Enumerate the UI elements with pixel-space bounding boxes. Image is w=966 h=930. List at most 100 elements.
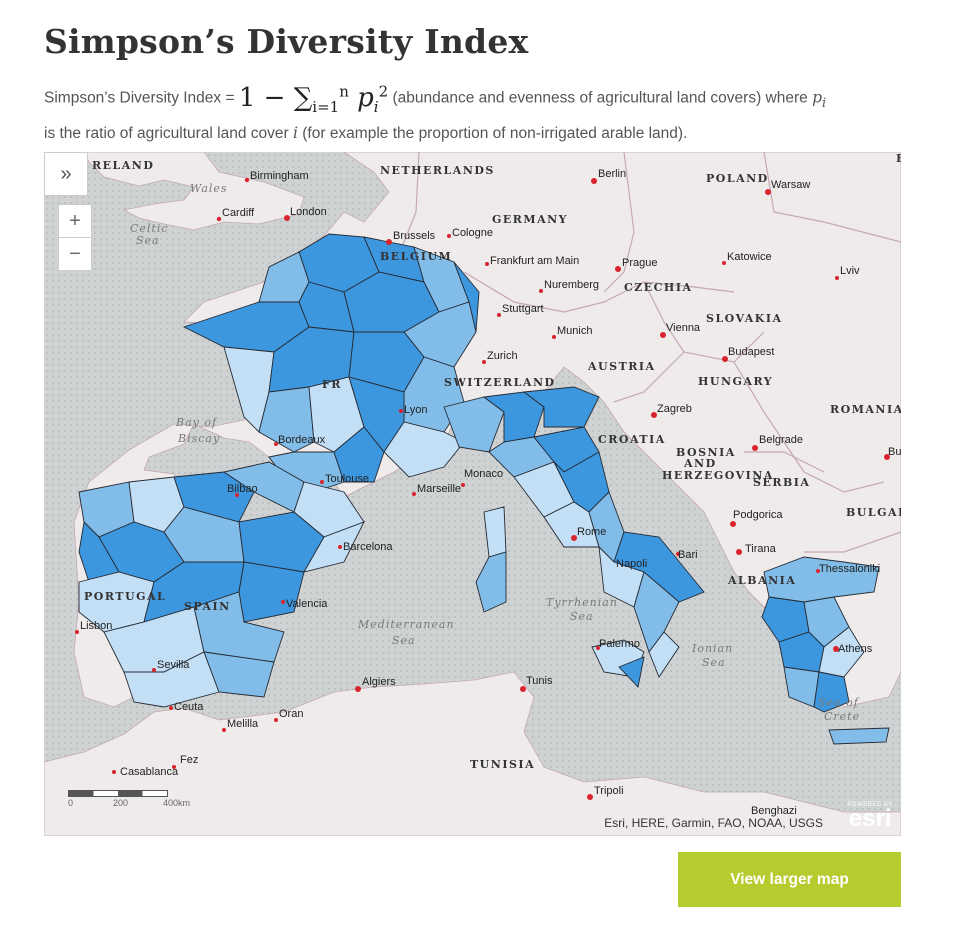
city-rome: Rome bbox=[577, 526, 606, 538]
city-zagreb: Zagreb bbox=[657, 403, 692, 415]
var-p: p bbox=[812, 88, 822, 107]
zoom-out-button[interactable]: − bbox=[59, 238, 91, 270]
city-bari: Bari bbox=[678, 549, 698, 561]
city-toulouse: Toulouse bbox=[325, 473, 369, 485]
index-description: Simpson’s Diversity Index = 1 − ∑i=1n pi… bbox=[44, 78, 924, 147]
city-tirana: Tirana bbox=[745, 543, 777, 555]
city-munich: Munich bbox=[557, 325, 592, 337]
scale-label-200: 200 bbox=[113, 798, 129, 808]
formula-var-sup: 2 bbox=[378, 82, 389, 100]
city-budapest: Budapest bbox=[728, 346, 774, 358]
formula-sum-sup: n bbox=[339, 82, 349, 100]
label-edge-b: B bbox=[896, 152, 901, 165]
label-med-1: Mediterranean bbox=[357, 618, 455, 631]
city-london: London bbox=[290, 206, 327, 218]
city-monaco: Monaco bbox=[464, 468, 503, 480]
label-ionian-1: Ionian bbox=[691, 642, 733, 655]
label-serbia: SERBIA bbox=[753, 476, 810, 489]
choropleth-map[interactable]: RELAND NETHERLANDS GERMANY BELGIUM POLAN… bbox=[44, 152, 901, 836]
label-hungary: HUNGARY bbox=[698, 375, 773, 388]
label-belgium: BELGIUM bbox=[380, 250, 452, 263]
city-katowice: Katowice bbox=[727, 251, 772, 263]
city-markers bbox=[75, 177, 890, 800]
italy-regions bbox=[443, 386, 705, 688]
city-bu: Bu bbox=[888, 446, 901, 458]
label-crete-2: Crete bbox=[824, 710, 860, 723]
city-brussels: Brussels bbox=[393, 230, 436, 242]
city-marseille: Marseille bbox=[417, 483, 461, 495]
zoom-control: + − bbox=[58, 204, 92, 271]
description-line2b: (for example the proportion of non-irrig… bbox=[297, 124, 688, 142]
city-berlin: Berlin bbox=[598, 168, 626, 180]
label-wales: Wales bbox=[190, 182, 228, 195]
page-title: Simpson’s Diversity Index bbox=[44, 22, 529, 61]
label-portugal: PORTUGAL bbox=[84, 590, 166, 603]
city-prague: Prague bbox=[622, 257, 657, 269]
iberia-regions bbox=[78, 461, 365, 708]
city-nuremberg: Nuremberg bbox=[544, 279, 599, 291]
city-cologne: Cologne bbox=[452, 227, 493, 239]
landmass-africa bbox=[44, 671, 901, 836]
label-celtic-2: Sea bbox=[136, 234, 160, 247]
scale-bar-graphic bbox=[68, 790, 168, 797]
city-tripoli: Tripoli bbox=[594, 785, 624, 797]
city-ceuta: Ceuta bbox=[174, 701, 204, 713]
city-athens: Athens bbox=[838, 643, 873, 655]
map-canvas[interactable]: RELAND NETHERLANDS GERMANY BELGIUM POLAN… bbox=[44, 152, 901, 836]
esri-logo-text: esri bbox=[848, 805, 892, 832]
label-celtic-1: Celtic bbox=[130, 222, 169, 235]
city-bilbao: Bilbao bbox=[227, 483, 258, 495]
formula-var-sub: i bbox=[373, 97, 379, 116]
description-line2a: is the ratio of agricultural land cover bbox=[44, 124, 293, 142]
map-attribution[interactable]: Esri, HERE, Garmin, FAO, NOAA, USGS bbox=[604, 816, 823, 830]
label-switzerland: SWITZERLAND bbox=[444, 376, 556, 389]
city-stuttgart: Stuttgart bbox=[502, 303, 544, 315]
double-chevron-right-icon: » bbox=[60, 162, 72, 185]
sea-labels: Wales Celtic Sea Bay of Biscay Mediterra… bbox=[130, 182, 860, 723]
country-labels: RELAND NETHERLANDS GERMANY BELGIUM POLAN… bbox=[84, 152, 901, 771]
city-fez: Fez bbox=[180, 754, 198, 766]
var-i: i bbox=[292, 123, 298, 142]
label-bosnia-2: AND bbox=[683, 457, 717, 470]
city-palermo: Palermo bbox=[599, 638, 640, 650]
esri-logo[interactable]: POWERED BY esri bbox=[847, 802, 893, 832]
label-austria: AUSTRIA bbox=[587, 360, 656, 373]
label-romania: ROMANIA bbox=[830, 403, 901, 416]
label-france: FR bbox=[322, 378, 342, 391]
city-labels: Birmingham Cardiff London Brussels Colog… bbox=[80, 168, 901, 817]
city-birmingham: Birmingham bbox=[250, 170, 309, 182]
label-biscay-2: Biscay bbox=[177, 432, 220, 445]
city-lviv: Lviv bbox=[840, 265, 860, 277]
city-belgrade: Belgrade bbox=[759, 434, 803, 446]
city-casablanca: Casablanca bbox=[120, 766, 179, 778]
label-ireland: RELAND bbox=[92, 159, 154, 172]
city-cardiff: Cardiff bbox=[222, 207, 255, 219]
city-lyon: Lyon bbox=[404, 404, 427, 416]
description-middle: (abundance and evenness of agricultural … bbox=[388, 89, 813, 107]
formula-var: p bbox=[357, 82, 374, 113]
label-bosnia-1: BOSNIA bbox=[676, 446, 736, 459]
landmass-britain bbox=[83, 152, 305, 231]
label-bulgaria: BULGARIA bbox=[846, 506, 901, 519]
label-bosnia-3: HERZEGOVINA bbox=[662, 469, 774, 482]
city-lisbon: Lisbon bbox=[80, 620, 112, 632]
description-prefix: Simpson’s Diversity Index = bbox=[44, 89, 239, 107]
expand-sidebar-button[interactable]: » bbox=[44, 152, 88, 196]
city-napoli: Napoli bbox=[616, 558, 647, 570]
label-poland: POLAND bbox=[706, 172, 769, 185]
label-tunisia: TUNISIA bbox=[470, 758, 535, 771]
city-vienna: Vienna bbox=[666, 322, 701, 334]
label-slovakia: SLOVAKIA bbox=[706, 312, 783, 325]
label-netherlands: NETHERLANDS bbox=[380, 164, 495, 177]
city-sevilla: Sevilla bbox=[157, 659, 190, 671]
city-oran: Oran bbox=[279, 708, 303, 720]
view-larger-map-button[interactable]: View larger map bbox=[678, 852, 901, 907]
label-czechia: CZECHIA bbox=[624, 281, 693, 294]
var-p-sub: i bbox=[822, 95, 827, 111]
label-ionian-2: Sea bbox=[702, 656, 726, 669]
zoom-in-button[interactable]: + bbox=[59, 205, 91, 238]
esri-logo-top: POWERED BY bbox=[847, 802, 893, 808]
city-benghazi: Benghazi bbox=[751, 805, 797, 817]
city-frankfurt: Frankfurt am Main bbox=[490, 255, 579, 267]
label-med-2: Sea bbox=[392, 634, 416, 647]
